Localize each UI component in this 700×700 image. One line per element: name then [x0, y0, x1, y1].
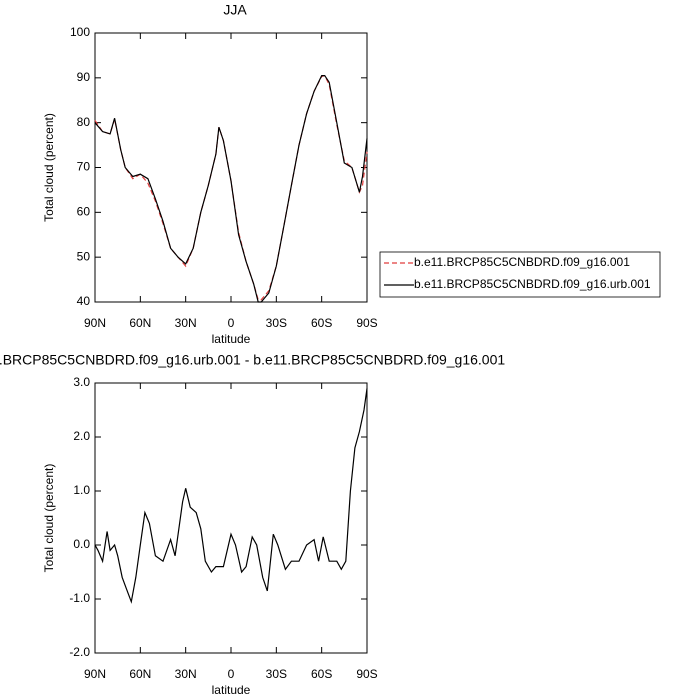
- x-tick-label: 90N: [84, 667, 106, 681]
- x-tick-label: 90N: [84, 316, 106, 330]
- y-tick-label: 3.0: [73, 375, 90, 389]
- y-axis-label: Total cloud (percent): [42, 464, 56, 573]
- y-axis-label: Total cloud (percent): [42, 113, 56, 222]
- y-tick-label: 60: [77, 205, 91, 219]
- y-tick-label: 0.0: [73, 537, 90, 551]
- x-axis-label: latitude: [212, 683, 251, 697]
- data-line: [94, 75, 368, 303]
- data-line: [94, 388, 368, 604]
- y-tick-label: 90: [77, 70, 91, 84]
- y-tick-label: 70: [77, 160, 91, 174]
- y-tick-label: 80: [77, 115, 91, 129]
- legend-label: b.e11.BRCP85C5CNBDRD.f09_g16.001: [414, 255, 630, 269]
- x-tick-label: 60S: [311, 316, 332, 330]
- x-tick-label: 30N: [175, 316, 197, 330]
- x-axis-label: latitude: [212, 332, 251, 346]
- y-tick-label: 50: [77, 249, 91, 263]
- chart-title: b.e11.BRCP85C5CNBDRD.f09_g16.urb.001 - b…: [0, 352, 505, 368]
- x-tick-label: 0: [228, 667, 235, 681]
- y-tick-label: 2.0: [73, 429, 90, 443]
- y-tick-label: 100: [70, 25, 90, 39]
- x-tick-label: 30S: [266, 667, 287, 681]
- x-tick-label: 60S: [311, 667, 332, 681]
- legend-label: b.e11.BRCP85C5CNBDRD.f09_g16.urb.001: [414, 277, 651, 291]
- x-tick-label: 90S: [356, 316, 377, 330]
- y-tick-label: -2.0: [69, 645, 90, 659]
- y-tick-label: 40: [77, 294, 91, 308]
- chart-title: JJA: [223, 2, 247, 18]
- x-tick-label: 30N: [175, 667, 197, 681]
- legend-box: [379, 251, 661, 298]
- plot-frame: [94, 32, 368, 303]
- x-tick-label: 90S: [356, 667, 377, 681]
- x-tick-label: 60N: [129, 667, 151, 681]
- y-tick-label: 1.0: [73, 483, 90, 497]
- x-tick-label: 60N: [129, 316, 151, 330]
- x-tick-label: 0: [228, 316, 235, 330]
- plot-frame: [94, 382, 368, 654]
- y-tick-label: -1.0: [69, 591, 90, 605]
- data-line: [94, 74, 368, 301]
- x-tick-label: 30S: [266, 316, 287, 330]
